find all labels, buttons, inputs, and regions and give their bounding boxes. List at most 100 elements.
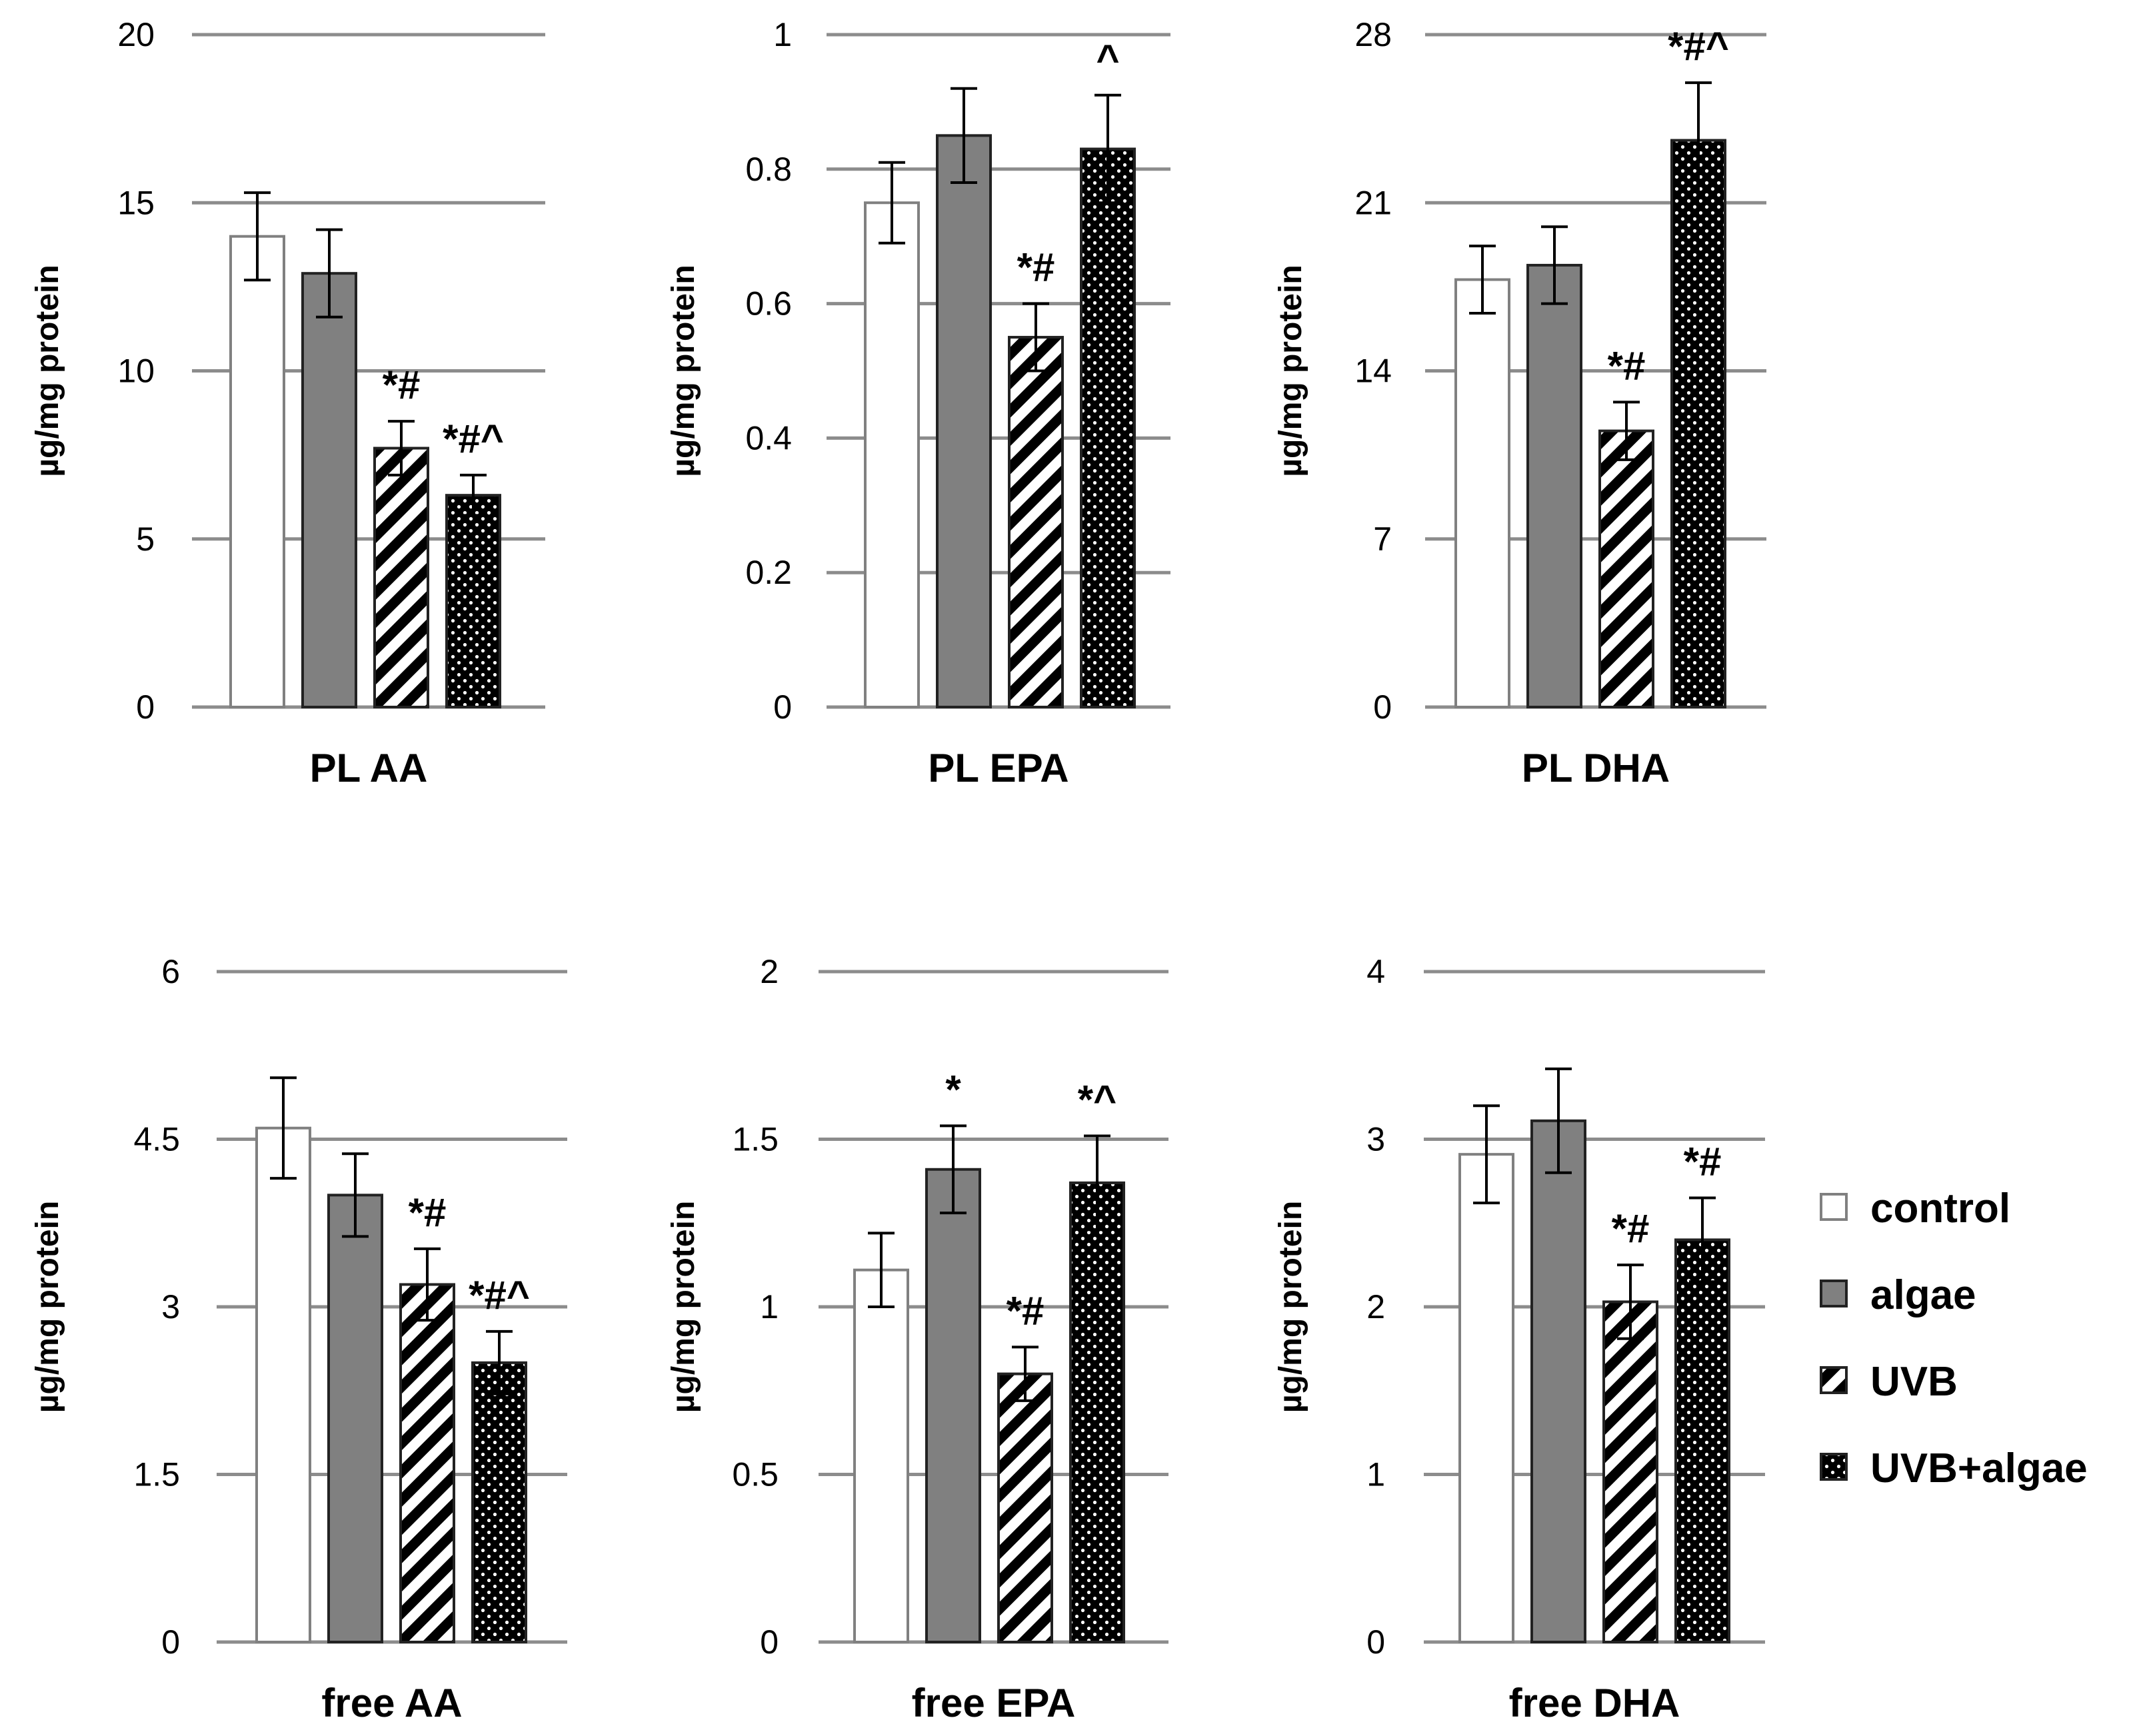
error-bar-free-aa-uvb-algae [486,1329,513,1395]
error-bar-pl-dha-uvb-algae [1685,81,1712,200]
legend-label-uvb-algae: UVB+algae [1870,1445,2088,1491]
tick-label-pl-aa-0: 0 [136,688,155,726]
error-bar-pl-aa-algae [316,228,343,319]
tick-label-pl-aa-1: 5 [136,520,155,558]
tick-label-free-epa-0: 0 [760,1623,779,1661]
error-bar-free-aa-control [270,1076,297,1180]
bar-pl-dha-control [1454,278,1510,709]
error-bar-pl-aa-uvb [388,420,415,476]
tick-label-free-dha-1: 1 [1366,1456,1385,1493]
tick-label-free-epa-1: 0.5 [732,1456,779,1493]
tick-label-free-aa-1: 1.5 [133,1456,180,1493]
bar-pl-aa-uvb [373,446,429,708]
tick-label-free-epa-2: 1 [760,1288,779,1325]
error-bar-free-dha-control [1473,1104,1500,1205]
panel-title-pl-dha: PL DHA [1522,746,1670,790]
tick-label-pl-epa-3: 0.6 [745,285,792,323]
panel-title-pl-epa: PL EPA [928,746,1069,790]
error-bar-free-aa-uvb [414,1247,441,1322]
error-bar-pl-epa-algae [951,87,977,184]
y-axis-label-pl-epa: µg/mg protein [666,265,701,476]
legend-swatch-algae [1820,1280,1848,1307]
bar-free-epa-uvb-algae [1069,1181,1125,1643]
y-axis-label-pl-dha: µg/mg protein [1273,265,1308,476]
panel-free-aa: 0 1.5 3 4.5 6 µg/mg protein *# *#^ free AA [30,953,567,1725]
bar-pl-dha-uvb [1598,429,1654,708]
legend-label-uvb: UVB [1870,1359,1958,1405]
bar-free-aa-control [255,1126,311,1643]
bar-free-dha-algae [1530,1119,1586,1643]
bar-pl-epa-algae [936,134,992,709]
error-bar-pl-dha-algae [1541,225,1568,305]
significance-label-free-epa-uvb: *# [1007,1288,1045,1333]
significance-label-free-dha-uvb-algae: *# [1684,1140,1722,1184]
tick-label-pl-epa-5: 1 [773,16,792,53]
legend-swatch-control [1820,1193,1848,1221]
tick-label-pl-dha-0: 0 [1373,688,1392,726]
error-bar-free-epa-algae [940,1124,967,1215]
error-bar-pl-dha-control [1469,245,1496,315]
tick-label-pl-epa-2: 0.4 [745,419,792,456]
legend-item-uvb-algae: UVB+algae [1820,1445,2088,1491]
significance-label-pl-dha-uvb-algae: *#^ [1668,24,1729,69]
bar-pl-epa-uvb-algae [1080,147,1136,708]
bar-free-dha-uvb [1602,1300,1658,1643]
tick-label-pl-epa-1: 0.2 [745,554,792,591]
legend-label-control: control [1870,1186,2010,1232]
error-bar-pl-epa-uvb-algae [1094,93,1121,205]
error-bar-free-epa-uvb [1012,1345,1039,1402]
error-bar-pl-dha-uvb [1613,401,1640,461]
tick-label-pl-aa-2: 10 [117,353,155,390]
legend-item-control: control [1820,1186,2010,1232]
tick-label-free-aa-2: 3 [161,1288,180,1325]
tick-label-free-aa-0: 0 [161,1623,180,1661]
significance-label-pl-epa-uvb-algae: ^ [1096,37,1119,81]
tick-label-free-dha-3: 3 [1366,1121,1385,1158]
legend-label-algae: algae [1870,1272,1976,1318]
y-axis-label-free-dha: µg/mg protein [1273,1201,1308,1413]
panel-free-epa: 0 0.5 1 1.5 2 µg/mg protein * *# *^ free EPA [666,953,1168,1725]
panel-pl-dha: 0 7 14 21 28 µg/mg protein *# *#^ PL DHA [1273,16,1766,790]
bar-free-aa-algae [327,1194,383,1644]
tick-label-pl-aa-4: 20 [117,16,155,53]
y-axis-label-free-epa: µg/mg protein [666,1201,701,1413]
bar-free-epa-algae [925,1168,981,1643]
bar-pl-dha-algae [1526,263,1582,708]
error-bar-free-dha-algae [1545,1067,1572,1174]
bar-free-aa-uvb-algae [471,1361,527,1644]
panel-free-dha: 0 1 2 3 4 µg/mg protein *# *# free DHA [1273,953,1765,1725]
error-bar-free-dha-uvb [1617,1264,1644,1340]
significance-label-free-dha-uvb: *# [1612,1206,1650,1251]
tick-label-free-epa-3: 1.5 [732,1121,779,1158]
tick-label-pl-aa-3: 15 [117,184,155,221]
tick-label-pl-dha-3: 21 [1354,184,1392,221]
error-bar-pl-aa-control [244,191,271,282]
y-axis-label-pl-aa: µg/mg protein [30,265,65,476]
error-bar-free-aa-algae [342,1152,369,1238]
tick-label-free-dha-0: 0 [1366,1623,1385,1661]
tick-label-free-dha-2: 2 [1366,1288,1385,1325]
tick-label-free-epa-4: 2 [760,953,779,990]
bar-pl-epa-uvb [1008,336,1064,708]
bar-free-epa-control [853,1268,909,1644]
bar-free-dha-uvb-algae [1674,1238,1730,1643]
bar-free-dha-control [1458,1153,1514,1643]
significance-label-free-aa-uvb: *# [409,1190,447,1235]
legend-item-uvb: UVB [1820,1359,1958,1405]
tick-label-pl-dha-4: 28 [1354,16,1392,53]
significance-label-pl-epa-uvb: *# [1017,245,1055,290]
bar-pl-aa-algae [301,272,357,708]
y-axis-label-free-aa: µg/mg protein [30,1201,65,1413]
panel-title-free-epa: free EPA [912,1681,1076,1725]
significance-label-free-epa-uvb-algae: *^ [1078,1077,1116,1122]
bar-pl-epa-control [864,201,920,708]
error-bar-pl-epa-control [879,161,905,245]
legend-swatch-uvb [1820,1366,1848,1394]
bar-pl-dha-uvb-algae [1670,139,1726,709]
error-bar-free-dha-uvb-algae [1689,1196,1716,1284]
significance-label-pl-dha-uvb: *# [1608,343,1646,388]
error-bar-free-epa-control [868,1232,895,1308]
panel-pl-epa: 0 0.2 0.4 0.6 0.8 1 µg/mg protein *# ^ PL EPA [666,16,1170,790]
